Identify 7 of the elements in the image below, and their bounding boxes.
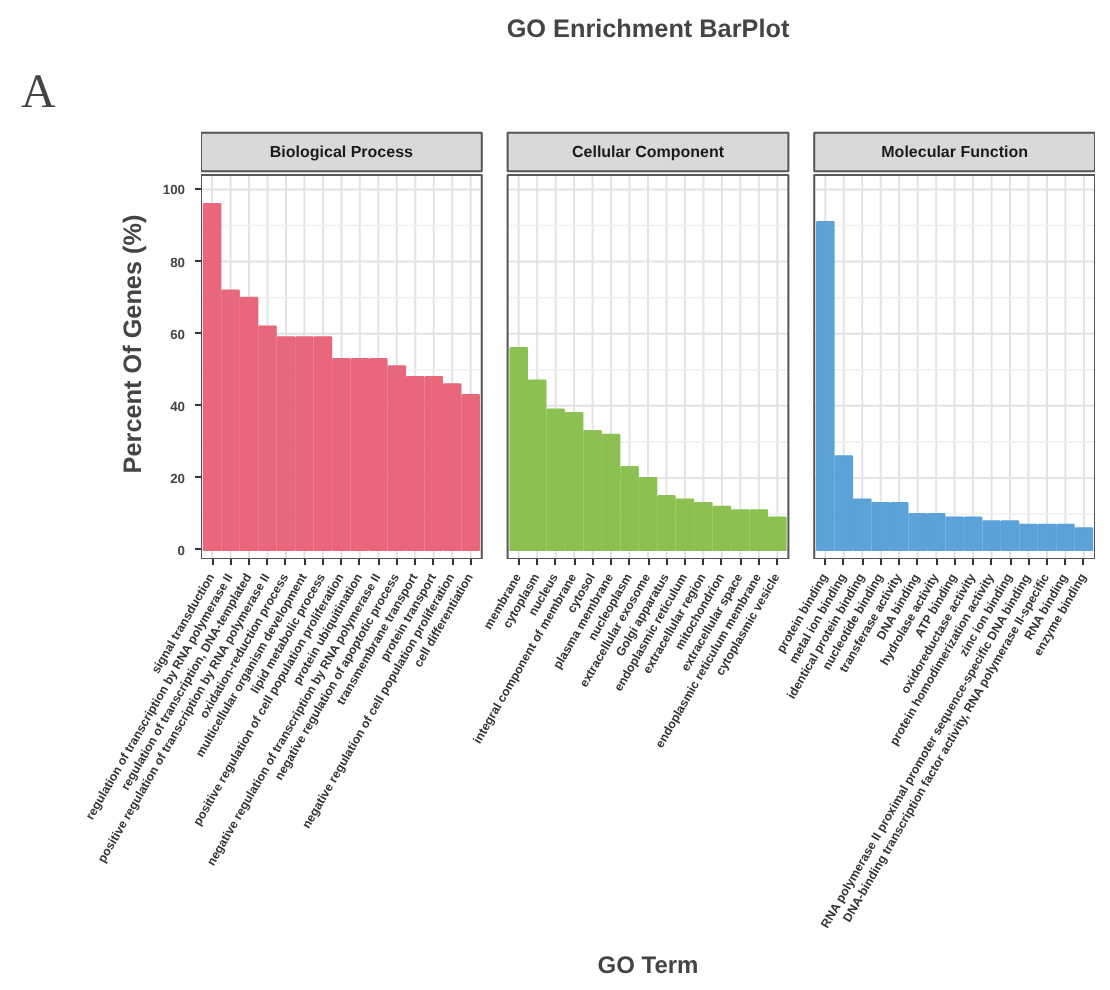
chart-title: Biological Process <box>269 143 415 162</box>
text: A <box>21 67 57 119</box>
chart-title: Cellular Component <box>572 143 725 162</box>
chart-title: Molecular Function <box>881 143 1029 162</box>
y-axis-title: Percent Of Genes (%) <box>118 214 147 474</box>
x-axis-title: GO Term <box>597 950 699 979</box>
text: GO Enrichment BarPlot <box>506 15 791 43</box>
